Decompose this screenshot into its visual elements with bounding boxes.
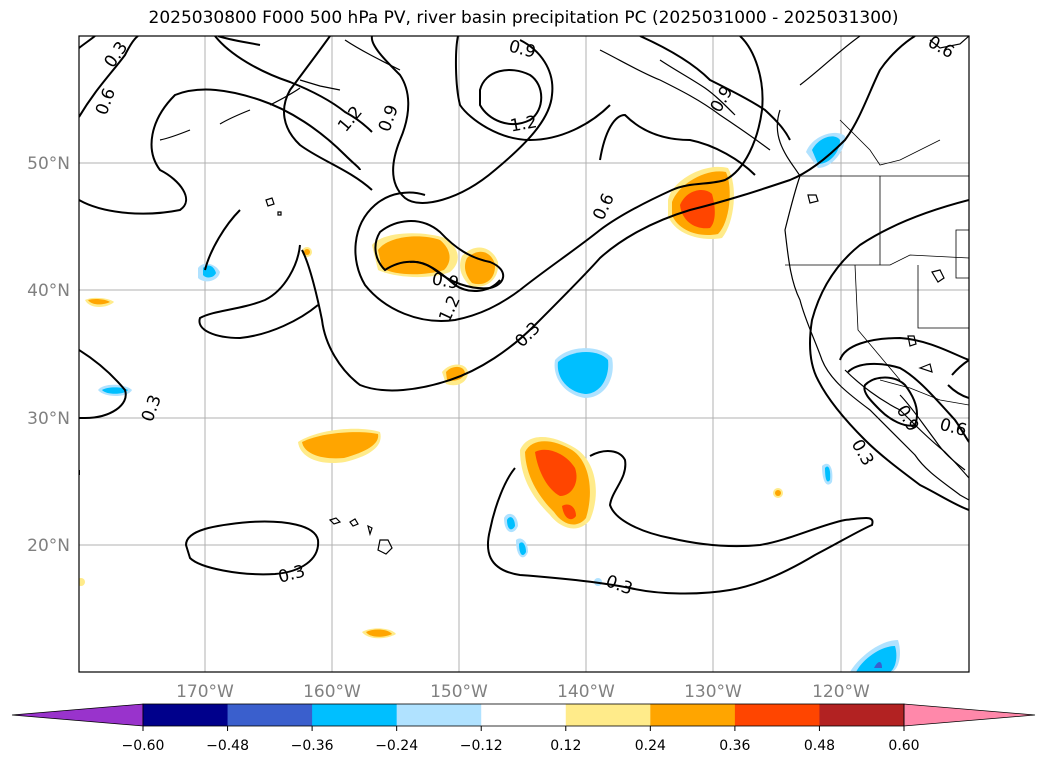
contour-label: 0.9 [430, 269, 460, 293]
colorbar-tick-label: −0.12 [460, 738, 503, 754]
lon-label: 140°W [557, 682, 615, 702]
lon-label: 160°W [303, 682, 361, 702]
lon-label: 120°W [812, 682, 870, 702]
colorbar-tick-label: 0.24 [635, 738, 666, 754]
colorbar-segment [312, 704, 398, 726]
colorbar-tick-label: −0.60 [122, 738, 165, 754]
lat-label: 30°N [27, 409, 70, 429]
colorbar-tick-label: 0.12 [550, 738, 581, 754]
longitude-labels: 170°W 160°W 150°W 140°W 130°W 120°W [176, 682, 870, 702]
map-border [78, 35, 970, 673]
colorbar-segment [734, 704, 820, 726]
lon-label: 170°W [176, 682, 234, 702]
colorbar-segment [565, 704, 651, 726]
colorbar-tick-label: 0.48 [804, 738, 835, 754]
colorbar-extend-low [11, 703, 144, 727]
colorbar-outline [142, 703, 905, 727]
latitude-labels: 50°N 40°N 30°N 20°N [27, 154, 70, 556]
precip-shading [79, 132, 900, 672]
colorbar-tick-label: −0.48 [206, 738, 249, 754]
colorbar-tick-label: 0.36 [719, 738, 750, 754]
colorbar: −0.60 −0.48 −0.36 −0.24 −0.12 0.12 0.24 0.36 0.4… [11, 703, 1036, 754]
lat-label: 50°N [27, 154, 70, 174]
pv-contours [79, 36, 969, 595]
colorbar-segment [396, 704, 482, 726]
lat-label: 40°N [27, 281, 70, 301]
colorbar-tick-label: −0.36 [291, 738, 334, 754]
lon-label: 150°W [430, 682, 488, 702]
colorbar-segment [227, 704, 313, 726]
colorbar-ticks: −0.60 −0.48 −0.36 −0.24 −0.12 0.12 0.24 0.36 0.4… [122, 726, 920, 754]
contour-label: 1.2 [509, 112, 539, 136]
colorbar-tick-label: −0.24 [375, 738, 418, 754]
borders [785, 119, 969, 406]
colorbar-segments [143, 704, 905, 726]
lat-label: 20°N [27, 536, 70, 556]
colorbar-extend-high [903, 703, 1036, 727]
colorbar-segment [819, 704, 905, 726]
lon-label: 130°W [684, 682, 742, 702]
map-title: 2025030800 F000 500 hPa PV, river basin … [148, 8, 899, 28]
colorbar-tick-label: 0.60 [888, 738, 919, 754]
colorbar-segment [143, 704, 229, 726]
colorbar-segment [481, 704, 567, 726]
colorbar-segment [650, 704, 736, 726]
